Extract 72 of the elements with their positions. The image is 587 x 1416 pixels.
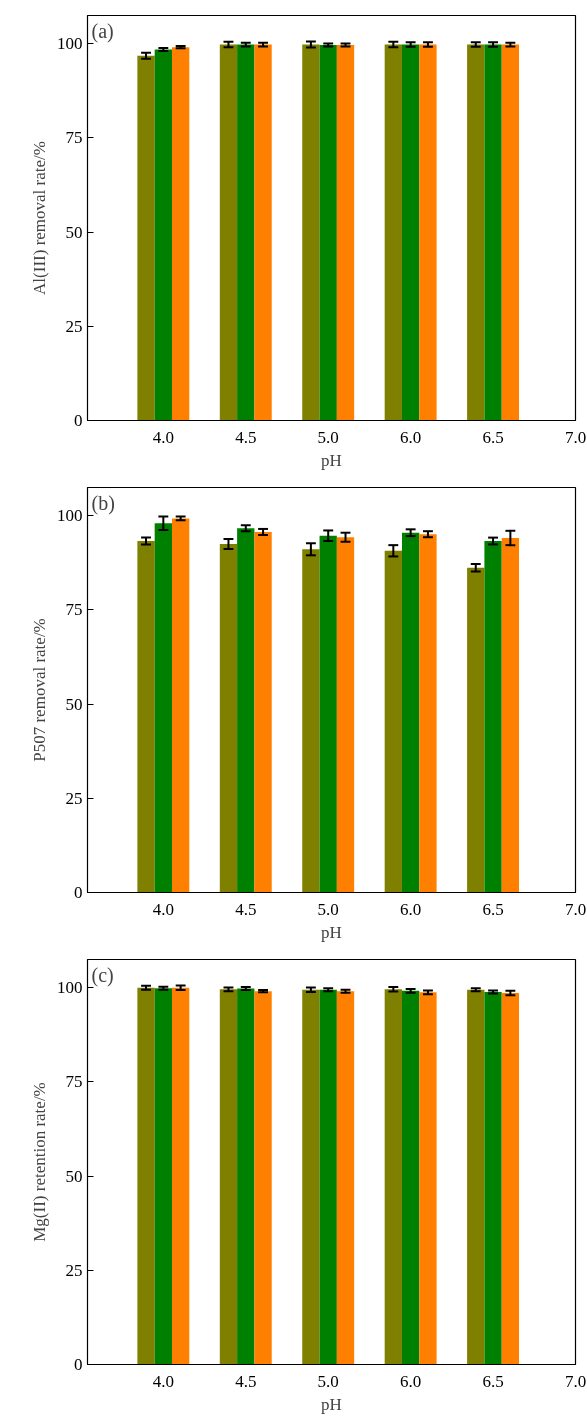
bar — [302, 44, 320, 421]
y-axis-title: Mg(II) retention rate/% — [30, 1082, 49, 1242]
bar — [384, 44, 402, 421]
x-tick-label: 6.0 — [400, 1371, 422, 1391]
bar — [171, 47, 190, 421]
bar — [254, 44, 272, 421]
bar — [302, 549, 320, 893]
y-tick-label: 75 — [65, 1072, 83, 1092]
y-tick-label: 100 — [57, 978, 83, 998]
x-tick-label: 4.5 — [235, 899, 257, 919]
y-axis-title: P507 removal rate/% — [30, 618, 49, 762]
bar — [154, 49, 172, 421]
bar — [137, 541, 155, 893]
bar — [319, 44, 337, 421]
y-tick-label: 75 — [65, 128, 83, 148]
bar — [384, 550, 402, 893]
bar — [171, 518, 190, 893]
bar — [501, 537, 520, 893]
x-tick-label: 7.0 — [564, 899, 587, 919]
bar — [237, 44, 255, 421]
x-tick-label: 4.0 — [152, 427, 174, 447]
y-tick-label: 50 — [65, 694, 83, 714]
bar — [419, 44, 437, 421]
bar — [467, 567, 485, 893]
x-axis-title: pH — [321, 450, 342, 470]
y-tick-label: 25 — [65, 316, 83, 336]
bar — [154, 523, 172, 893]
x-tick-label: 5.0 — [317, 1371, 339, 1391]
x-tick-label: 6.5 — [482, 1371, 504, 1391]
x-axis-title: pH — [321, 1394, 342, 1414]
bar — [336, 537, 355, 893]
x-tick-label: 5.0 — [317, 427, 339, 447]
bar — [484, 541, 502, 893]
y-tick-label: 50 — [65, 222, 83, 242]
bar — [484, 44, 502, 421]
x-tick-label: 6.0 — [400, 427, 422, 447]
y-tick-label: 0 — [74, 411, 83, 430]
x-tick-label: 5.0 — [317, 899, 339, 919]
y-axis-title: Al(III) removal rate/% — [30, 141, 49, 295]
x-axis-title: pH — [321, 922, 342, 942]
y-tick-label: 50 — [65, 1166, 83, 1186]
x-tick-label: 4.0 — [152, 1371, 174, 1391]
bar — [336, 44, 355, 421]
x-tick-label: 6.5 — [482, 427, 504, 447]
y-tick-label: 25 — [65, 788, 83, 808]
bar — [219, 544, 238, 893]
x-tick-label: 6.0 — [400, 899, 422, 919]
bar — [219, 44, 238, 421]
y-tick-label: 0 — [74, 1355, 83, 1374]
x-tick-label: 6.5 — [482, 899, 504, 919]
bar — [237, 528, 255, 893]
y-tick-label: 0 — [74, 883, 83, 902]
x-tick-label: 7.0 — [564, 427, 587, 447]
bar — [501, 44, 520, 421]
annotation: (b) — [91, 491, 115, 515]
annotation: (c) — [91, 963, 114, 987]
x-tick-label: 7.0 — [564, 1371, 587, 1391]
y-tick-label: 25 — [65, 1260, 83, 1280]
x-tick-label: 4.5 — [235, 1371, 257, 1391]
x-tick-label: 4.0 — [152, 899, 174, 919]
bar — [467, 44, 485, 421]
y-tick-label: 100 — [57, 506, 83, 526]
annotation: (a) — [91, 19, 114, 43]
bar — [401, 44, 420, 421]
bar — [319, 535, 337, 893]
y-tick-label: 100 — [57, 34, 83, 54]
bar — [137, 55, 155, 421]
bar — [419, 534, 437, 893]
bar — [254, 531, 272, 893]
x-tick-label: 4.5 — [235, 427, 257, 447]
bar — [401, 532, 420, 893]
y-tick-label: 75 — [65, 600, 83, 620]
